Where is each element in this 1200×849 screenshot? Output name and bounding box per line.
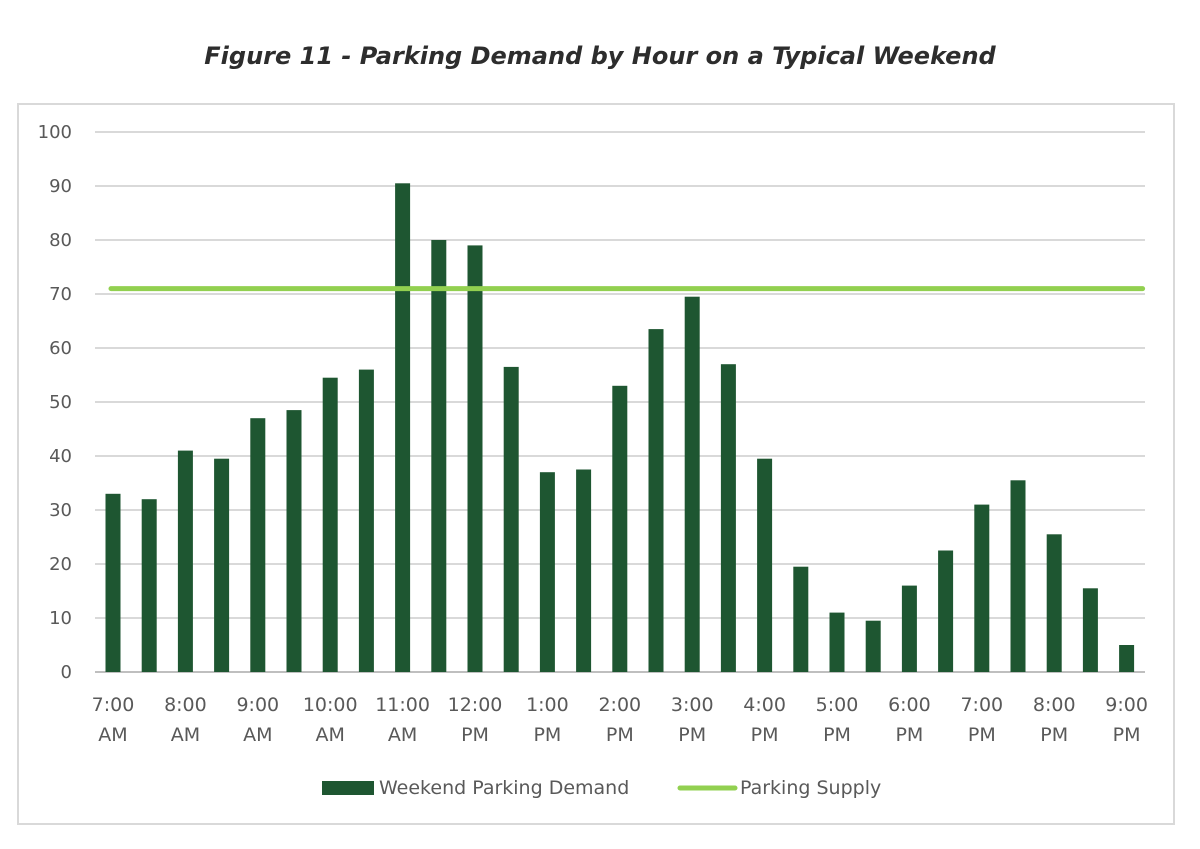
x-tick-label: 9:00 xyxy=(236,694,279,716)
x-tick-label: PM xyxy=(606,724,634,746)
x-tick-label: 7:00 xyxy=(960,694,1003,716)
legend-swatch-demand xyxy=(322,781,374,795)
x-tick-label: PM xyxy=(533,724,561,746)
y-tick-label: 40 xyxy=(49,446,72,467)
y-tick-label: 100 xyxy=(38,122,72,143)
x-tick-label: PM xyxy=(461,724,489,746)
x-tick-label: PM xyxy=(1040,724,1068,746)
demand-bar xyxy=(901,585,917,672)
demand-bar xyxy=(539,472,555,672)
plot-frame xyxy=(17,103,1175,825)
x-tick-label: 1:00 xyxy=(526,694,569,716)
demand-bar xyxy=(105,493,121,672)
chart-title: Figure 11 - Parking Demand by Hour on a … xyxy=(204,42,996,70)
demand-bar xyxy=(576,469,592,672)
legend-label-demand: Weekend Parking Demand xyxy=(379,777,629,799)
x-tick-label: PM xyxy=(895,724,923,746)
y-tick-label: 90 xyxy=(49,176,72,197)
demand-bar xyxy=(648,329,664,672)
demand-bar xyxy=(395,183,411,673)
demand-bar xyxy=(684,296,700,672)
demand-bar xyxy=(141,499,157,672)
x-tick-label: 4:00 xyxy=(743,694,786,716)
demand-bar xyxy=(974,504,990,672)
x-tick-label: 9:00 xyxy=(1105,694,1148,716)
x-tick-label: 8:00 xyxy=(164,694,207,716)
y-tick-label: 50 xyxy=(49,392,72,413)
x-tick-label: AM xyxy=(388,724,417,746)
x-tick-label: 6:00 xyxy=(888,694,931,716)
x-tick-label: PM xyxy=(1113,724,1141,746)
demand-bar xyxy=(757,458,773,672)
demand-bar xyxy=(177,450,193,672)
x-tick-label: PM xyxy=(751,724,779,746)
x-tick-label: 10:00 xyxy=(303,694,358,716)
demand-bar xyxy=(1010,480,1026,672)
demand-bar xyxy=(250,418,266,672)
y-tick-label: 20 xyxy=(49,554,72,575)
x-tick-label: AM xyxy=(243,724,272,746)
x-tick-label: 5:00 xyxy=(816,694,859,716)
demand-bar xyxy=(938,550,954,672)
y-tick-label: 80 xyxy=(49,230,72,251)
x-tick-label: 3:00 xyxy=(671,694,714,716)
demand-bar xyxy=(467,245,483,672)
x-tick-label: 8:00 xyxy=(1033,694,1076,716)
demand-bar xyxy=(1046,534,1062,672)
x-tick-label: PM xyxy=(823,724,851,746)
demand-bar xyxy=(503,366,519,672)
y-tick-label: 60 xyxy=(49,338,72,359)
x-tick-label: 12:00 xyxy=(448,694,503,716)
x-tick-label: AM xyxy=(316,724,345,746)
demand-bar xyxy=(1082,588,1098,672)
demand-bar xyxy=(358,369,374,672)
demand-bar xyxy=(865,620,881,672)
y-tick-label: 70 xyxy=(49,284,72,305)
demand-bar xyxy=(793,566,809,672)
legend-label-supply: Parking Supply xyxy=(740,777,881,799)
x-tick-label: 11:00 xyxy=(375,694,430,716)
y-tick-label: 30 xyxy=(49,500,72,521)
x-tick-label: AM xyxy=(171,724,200,746)
x-tick-label: 7:00 xyxy=(92,694,135,716)
x-tick-label: 2:00 xyxy=(598,694,641,716)
demand-bar xyxy=(286,410,302,672)
demand-bar xyxy=(214,458,230,672)
demand-bar xyxy=(322,377,338,672)
y-tick-label: 0 xyxy=(61,662,72,683)
demand-bar xyxy=(612,385,628,672)
demand-bar xyxy=(829,612,845,672)
x-tick-label: AM xyxy=(98,724,127,746)
y-tick-label: 10 xyxy=(49,608,72,629)
demand-bar xyxy=(1119,645,1135,672)
x-tick-label: PM xyxy=(968,724,996,746)
demand-bar xyxy=(431,240,447,672)
demand-bar xyxy=(720,364,736,672)
x-tick-label: PM xyxy=(678,724,706,746)
